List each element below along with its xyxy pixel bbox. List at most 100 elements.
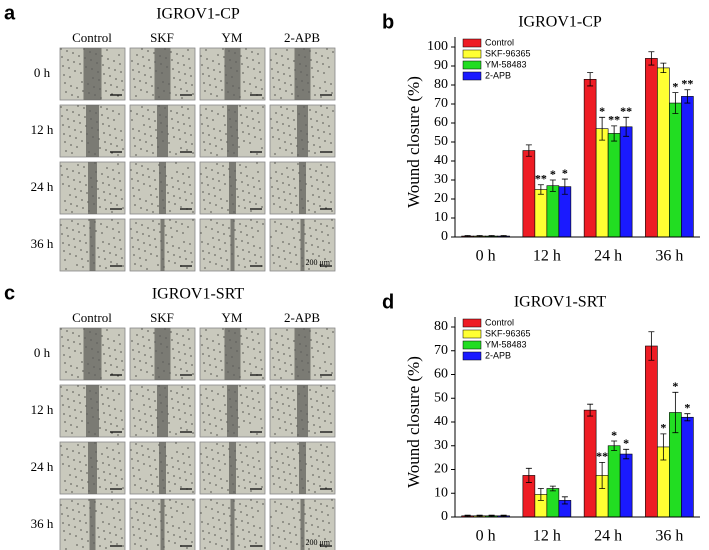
cell-texture [203,258,205,260]
cell-texture [284,421,286,423]
cell-texture [174,542,176,544]
cell-texture [248,251,250,253]
cell-texture [242,411,244,413]
cell-texture [118,511,120,513]
cell-texture [120,189,122,191]
cell-texture [181,106,183,108]
cell-texture [179,138,181,140]
cell-texture [60,504,62,506]
wound-gap [294,328,311,380]
cell-texture [287,397,289,399]
cell-texture [254,475,256,477]
cell-texture [76,544,78,546]
cell-texture [119,519,121,521]
column-label: Control [72,310,112,325]
cell-texture [181,386,183,388]
cell-texture [311,244,313,246]
error-bar [587,72,594,87]
cell-texture [328,242,330,244]
cell-texture [270,516,272,518]
cell-texture [246,455,248,457]
cell-texture [170,110,172,112]
cell-texture [259,129,261,131]
cell-texture [68,406,70,408]
cell-texture [148,118,150,120]
cell-texture [207,184,209,186]
cell-texture [313,85,315,87]
cell-texture [311,126,313,128]
cell-texture [247,184,249,186]
cell-texture [315,229,317,231]
cell-texture [192,499,194,501]
cell-texture [159,231,161,233]
wound-gap [300,499,305,550]
cell-texture [310,398,312,400]
x-tick-label: 12 h [533,528,561,545]
cell-texture [151,424,153,426]
cell-texture [179,197,181,199]
cell-texture [251,331,253,333]
cell-texture [236,526,238,528]
cell-texture [141,48,143,50]
cell-texture [172,407,174,409]
axes [454,317,700,518]
cell-texture [155,129,157,131]
cell-texture [306,250,308,252]
cell-texture [138,469,140,471]
error-bar [549,179,556,192]
cell-texture [279,88,281,90]
cell-texture [82,266,84,268]
cell-texture [247,66,249,68]
cell-texture [248,192,250,194]
axes [454,37,700,238]
cell-texture [280,223,282,225]
cell-texture [181,97,183,99]
cell-texture [221,265,223,267]
cell-texture [105,149,107,151]
cell-texture [273,262,275,264]
row-label: 36 h [31,236,54,251]
cell-texture [243,420,245,422]
cell-texture [135,154,137,156]
cell-texture [330,540,332,542]
column-label: YM [222,30,243,45]
cell-texture [249,201,251,203]
cell-texture [315,111,317,113]
cell-texture [225,133,227,135]
cell-texture [286,167,288,169]
cell-texture [65,430,67,432]
cell-texture [283,412,285,414]
panel-title: IGROV1-SRT [152,286,245,303]
cell-texture [150,135,152,137]
wound-gap [230,219,235,271]
wound-gap [157,385,168,437]
cell-texture [278,477,280,479]
cell-texture [317,350,319,352]
cell-texture [72,450,74,452]
cell-texture [279,427,281,429]
cell-texture [310,118,312,120]
cell-texture [101,335,103,337]
cell-texture [254,136,256,138]
cell-texture [117,434,119,436]
cell-texture [323,352,325,354]
cell-texture [64,200,66,202]
cell-texture [242,529,244,531]
cell-texture [136,113,138,115]
cell-texture [222,328,224,330]
y-tick-label: 30 [434,172,448,187]
cell-texture [71,491,73,493]
cell-texture [276,460,278,462]
cell-texture [277,188,279,190]
cell-texture [133,358,135,360]
cell-texture [132,526,134,528]
cell-texture [279,206,281,208]
cell-texture [271,127,273,129]
cell-texture [108,464,110,466]
cell-texture [322,461,324,463]
cell-texture [278,536,280,538]
cell-texture [122,207,124,209]
cell-texture [121,80,123,82]
cell-texture [81,140,83,142]
cell-texture [270,59,272,61]
